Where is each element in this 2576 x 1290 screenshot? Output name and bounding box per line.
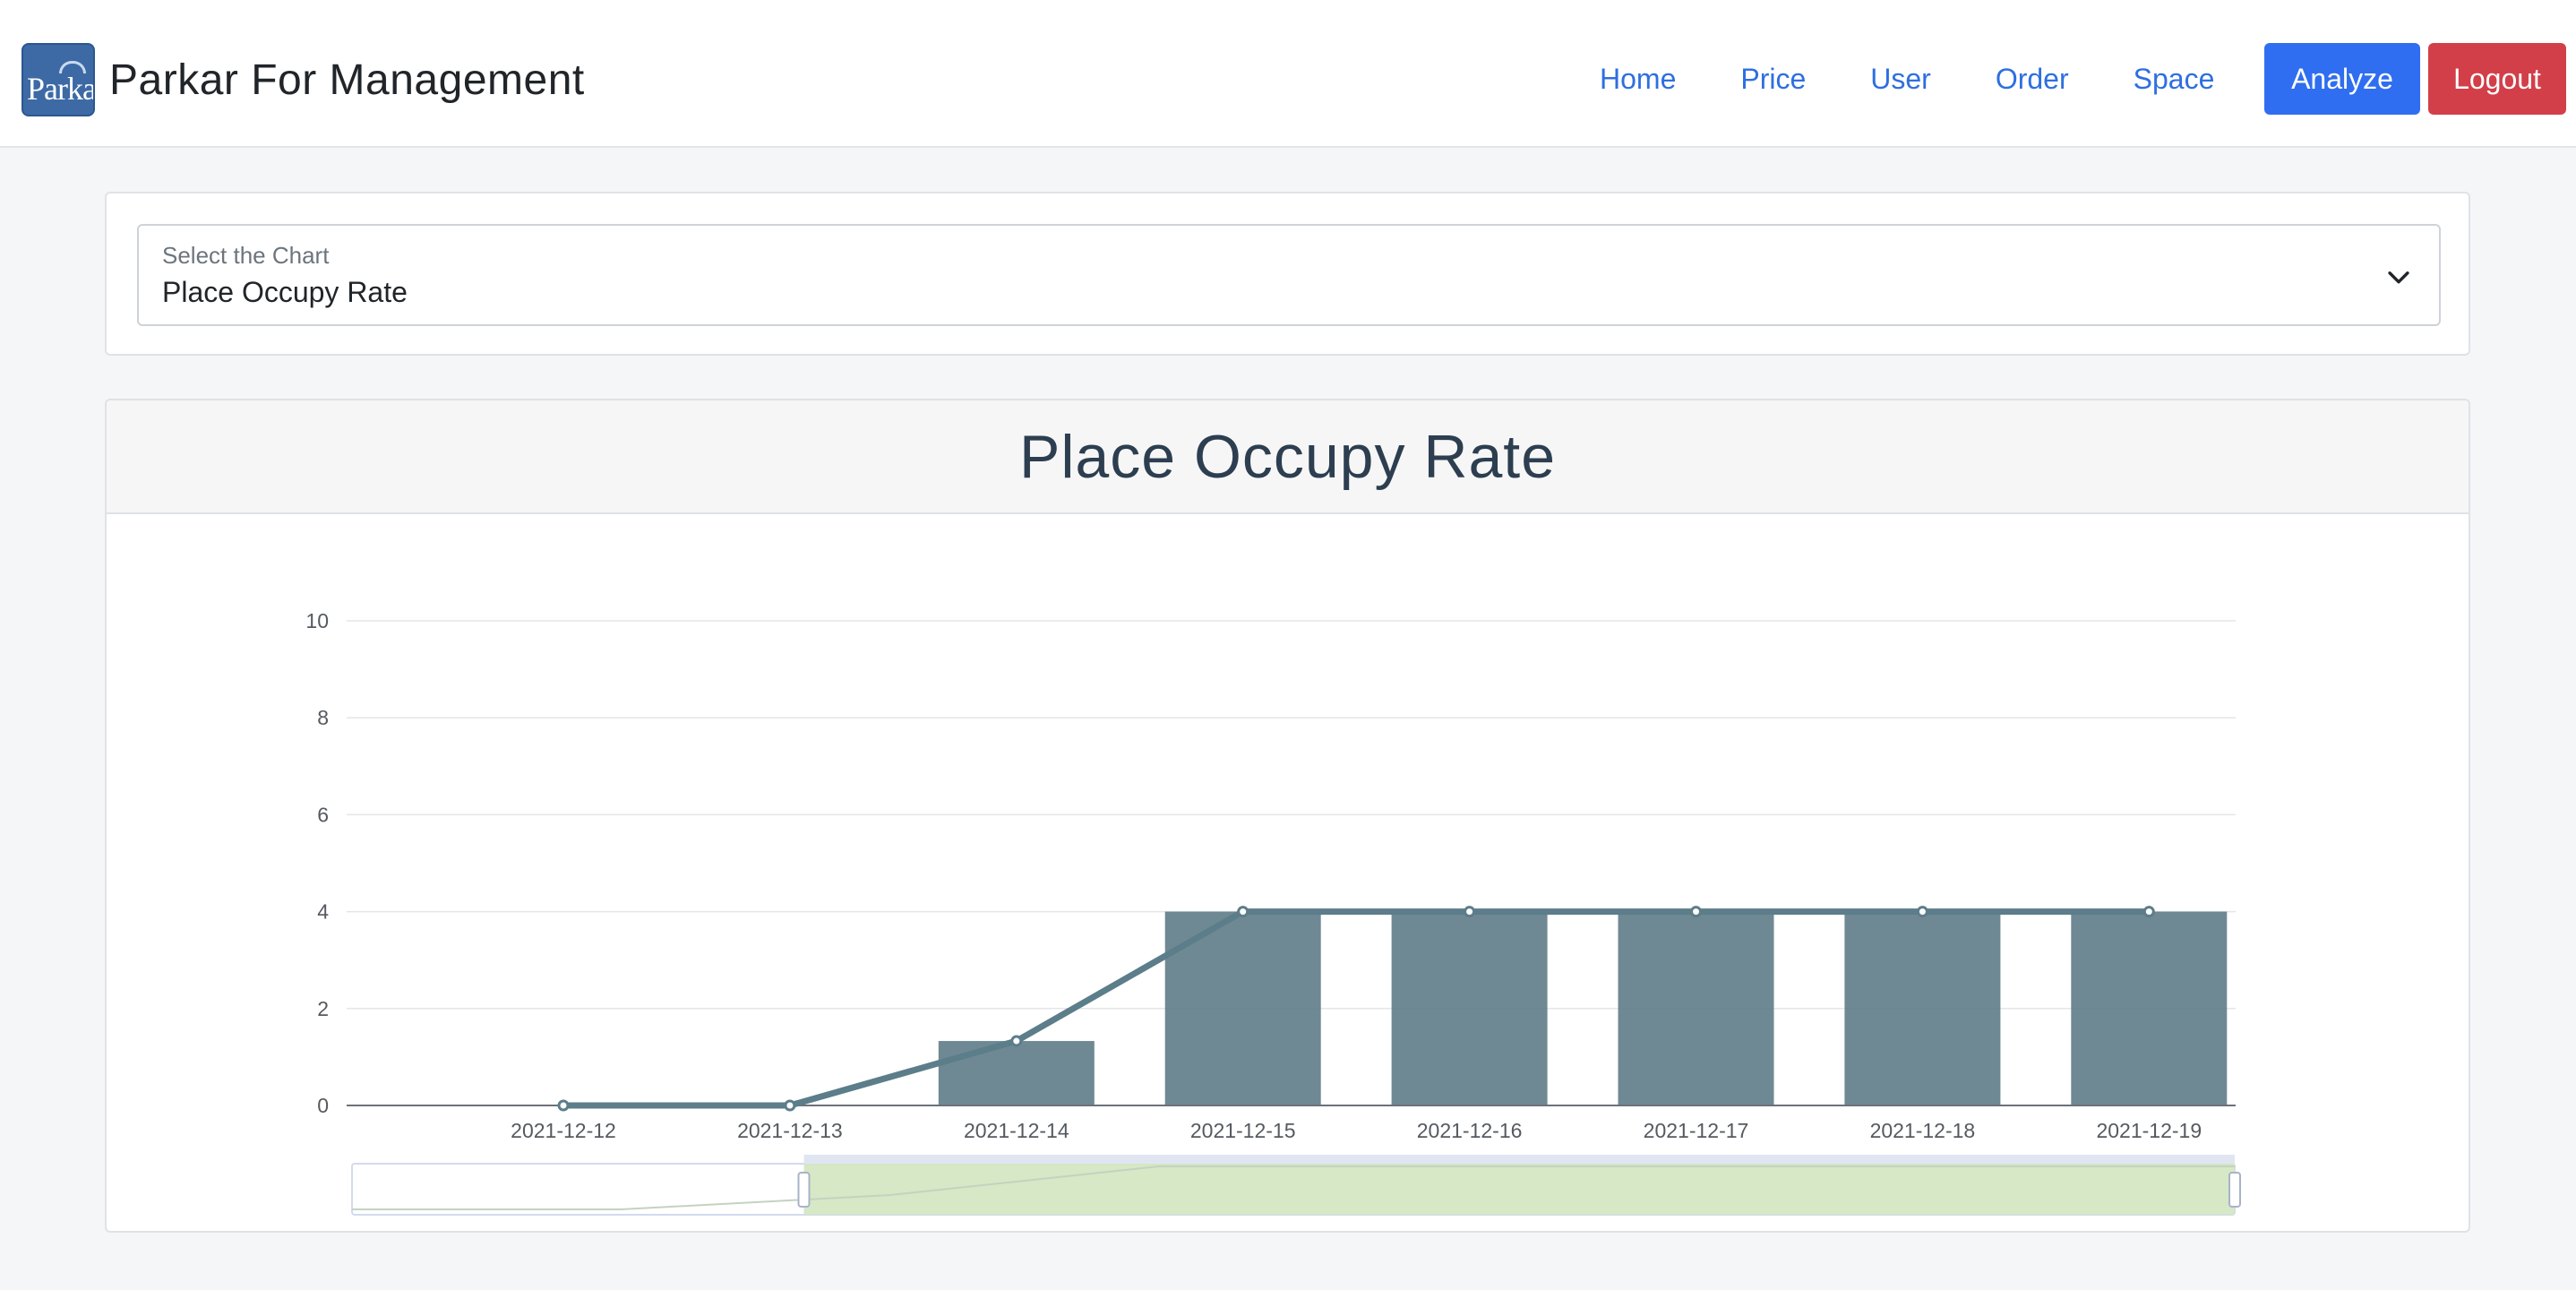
- line-point: [2142, 906, 2155, 918]
- line-point: [1916, 906, 1928, 918]
- x-tick-label: 2021-12-15: [1190, 1119, 1296, 1142]
- chevron-down-icon: [2388, 271, 2409, 284]
- line-point: [1010, 1035, 1023, 1047]
- brand-name: Parkar For Management: [109, 56, 585, 104]
- x-tick-label: 2021-12-19: [2096, 1119, 2202, 1142]
- logout-button[interactable]: Logout: [2428, 43, 2566, 115]
- car-icon: [59, 61, 86, 73]
- zoom-left-handle[interactable]: [797, 1172, 811, 1208]
- line-point: [1237, 906, 1249, 918]
- line-point: [1690, 906, 1702, 918]
- bar: [938, 1041, 1095, 1105]
- chart-header: Place Occupy Rate: [107, 400, 2469, 514]
- nav-home-link[interactable]: Home: [1600, 62, 1677, 95]
- x-tick-label: 2021-12-17: [1644, 1119, 1749, 1142]
- chart-select-value: Place Occupy Rate: [162, 276, 408, 308]
- line-point: [1464, 906, 1476, 918]
- bar: [1618, 911, 1774, 1105]
- chart-card: Place Occupy Rate 0 2 4 6 8 10 2021-12-12 2021-…: [105, 399, 2470, 1233]
- bar: [1844, 911, 2001, 1105]
- y-tick-label: 6: [317, 803, 329, 826]
- x-tick-label: 2021-12-13: [737, 1119, 843, 1142]
- line-series: [563, 908, 2150, 1109]
- zoom-right-handle[interactable]: [2228, 1172, 2241, 1208]
- zoom-preview-line: [352, 1165, 2235, 1210]
- x-tick-label: 2021-12-18: [1870, 1119, 1976, 1142]
- nav-space-link[interactable]: Space: [2133, 62, 2215, 95]
- nav-links: Home Price User Order Space: [1600, 43, 2214, 115]
- chart-title: Place Occupy Rate: [1018, 422, 1557, 491]
- parkar-logo: Parkar: [21, 43, 95, 116]
- nav-user-link[interactable]: User: [1870, 62, 1931, 95]
- top-navbar: Parkar Parkar For Management Home Price …: [0, 0, 2576, 148]
- analyze-button[interactable]: Analyze: [2264, 43, 2420, 115]
- y-tick-label: 8: [317, 706, 329, 729]
- chart-select-label: Select the Chart: [162, 242, 330, 269]
- nav-price-link[interactable]: Price: [1740, 62, 1807, 95]
- x-tick-label: 2021-12-14: [964, 1119, 1069, 1142]
- chart-select[interactable]: Select the Chart Place Occupy Rate: [137, 224, 2441, 326]
- occupancy-chart: 0 2 4 6 8 10 2021-12-12 2021-12-13 2021-12-14 202…: [305, 609, 2241, 1216]
- brand[interactable]: Parkar Parkar For Management: [21, 43, 585, 116]
- bar: [2071, 911, 2228, 1105]
- zoom-selected-range: [803, 1164, 2235, 1215]
- y-tick-label: 2: [317, 997, 329, 1020]
- x-tick-label: 2021-12-12: [511, 1119, 616, 1142]
- x-tick-label: 2021-12-16: [1417, 1119, 1523, 1142]
- logo-text: Parkar: [27, 71, 95, 107]
- line-point: [557, 1099, 570, 1112]
- y-tick-label: 4: [317, 900, 329, 924]
- chart-selector-card: Select the Chart Place Occupy Rate: [105, 192, 2470, 356]
- nav-order-link[interactable]: Order: [1995, 62, 2069, 95]
- y-tick-label: 0: [317, 1094, 329, 1117]
- bar: [1391, 911, 1548, 1105]
- y-tick-label: 10: [305, 609, 329, 632]
- zoom-top-bar: [803, 1155, 2235, 1165]
- line-point: [784, 1099, 796, 1112]
